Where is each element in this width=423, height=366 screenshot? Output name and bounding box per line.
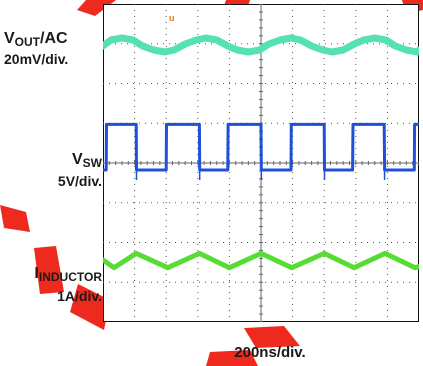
inductor-current-trace xyxy=(103,250,419,271)
watermark-stroke xyxy=(70,284,110,330)
vsw-scale-label: 5V/div. xyxy=(57,173,102,189)
vout-trace xyxy=(103,34,419,56)
channel-markers: u 2 1 3 xyxy=(169,13,175,23)
watermark-stroke xyxy=(34,246,64,294)
watermark-stroke xyxy=(244,326,300,348)
inductor-current-scale-label: 1A/div. xyxy=(57,288,102,304)
vout-channel-label: VOUT/AC xyxy=(4,30,68,49)
watermark-stroke xyxy=(0,205,30,232)
vsw-trace xyxy=(103,122,419,172)
scope-traces xyxy=(103,34,419,271)
vsw-channel-label: VSW xyxy=(71,151,102,170)
watermark-stroke xyxy=(206,350,258,366)
trigger-marker: u xyxy=(169,13,175,23)
timebase-label: 200ns/div. xyxy=(234,344,306,361)
vout-scale-label: 20mV/div. xyxy=(4,51,69,67)
oscilloscope-screen: u 2 1 3 xyxy=(103,4,419,322)
inductor-current-channel-label: IINDUCTOR xyxy=(34,265,102,284)
